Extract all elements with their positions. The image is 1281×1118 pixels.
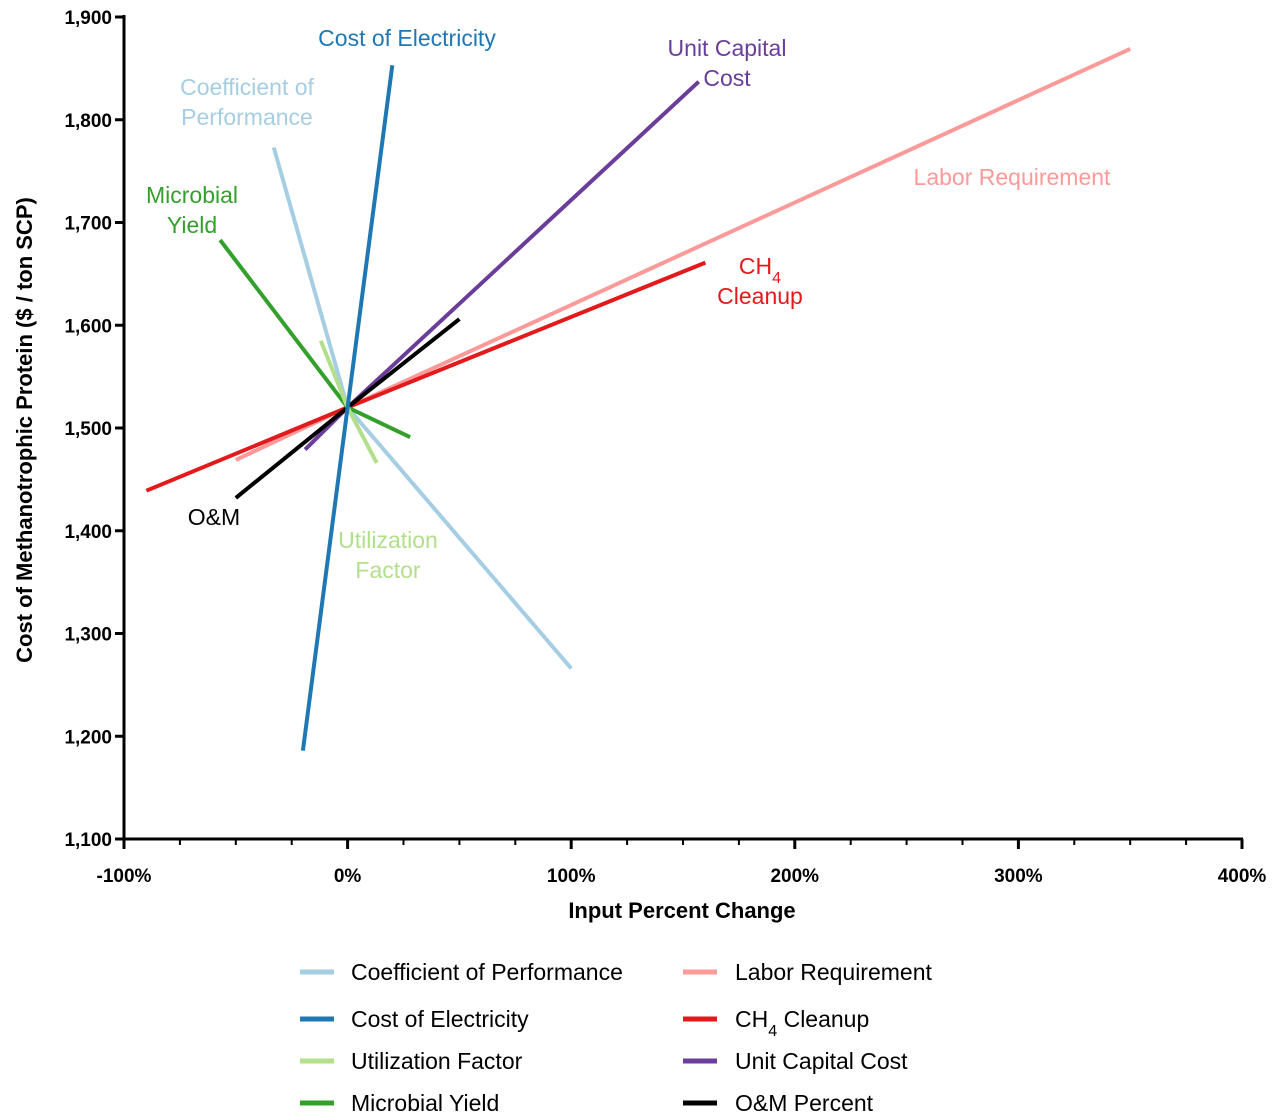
x-tick-label: 300% (994, 866, 1043, 887)
legend: Coefficient of Performance Cost of Electr… (300, 959, 933, 1116)
series-annotation-microbial-yield: Microbial (146, 182, 238, 208)
series-annotation-utilization-factor: Factor (355, 557, 421, 583)
y-axis-title: Cost of Methanotrophic Protein ($ / ton … (12, 197, 37, 663)
series-line-ch4-cleanup (145, 260, 707, 493)
series-annotation-unit-capital-cost: Cost (703, 65, 751, 91)
legend-label-microbial-yield: Microbial Yield (351, 1090, 499, 1116)
y-tick-label: 1,300 (64, 625, 112, 646)
series-annotation-utilization-factor: Utilization (338, 527, 438, 553)
x-axis-title: Input Percent Change (568, 898, 795, 923)
axes: 1,100 1,200 1,300 1,400 1,500 1,600 1,700 1,800… (64, 8, 1266, 887)
y-tick-label: 1,800 (64, 111, 112, 132)
x-tick-label: 400% (1218, 866, 1267, 887)
legend-label-o-m-percent: O&M Percent (735, 1090, 874, 1116)
legend-label-coefficient-of-performance: Coefficient of Performance (351, 959, 623, 985)
y-tick-label: 1,200 (64, 727, 112, 748)
series-annotations: Coefficient of Performance Cost of Electri… (146, 25, 1111, 583)
x-tick-label: 200% (770, 866, 819, 887)
y-tick-label: 1,100 (64, 830, 112, 851)
series-annotation-cost-of-electricity: Cost of Electricity (318, 25, 496, 51)
legend-label-unit-capital-cost: Unit Capital Cost (735, 1048, 908, 1074)
series-annotation-o-m-percent: O&M (188, 504, 240, 530)
x-tick-label: 0% (334, 866, 362, 887)
x-tick-label: -100% (97, 866, 152, 887)
legend-label-ch4-cleanup: CH4 Cleanup (735, 1006, 869, 1040)
y-tick-label: 1,600 (64, 316, 112, 337)
series-annotation-ch4-cleanup: Cleanup (717, 283, 803, 309)
series-annotation-labor-requirement: Labor Requirement (914, 164, 1112, 190)
y-tick-label: 1,400 (64, 522, 112, 543)
y-tick-label: 1,900 (64, 8, 112, 29)
legend-label-cost-of-electricity: Cost of Electricity (351, 1006, 529, 1032)
x-tick-label: 100% (547, 866, 596, 887)
series-line-cost-of-electricity (300, 65, 395, 751)
y-tick-label: 1,500 (64, 419, 112, 440)
series-line-coefficient-of-performance (271, 146, 573, 670)
legend-label-utilization-factor: Utilization Factor (351, 1048, 523, 1074)
series-annotation-ch4-cleanup: CH4 (739, 253, 781, 287)
series-lines (145, 47, 1132, 751)
series-line-microbial-yield (218, 238, 412, 440)
legend-label-labor-requirement: Labor Requirement (735, 959, 933, 985)
series-annotation-unit-capital-cost: Unit Capital (668, 35, 787, 61)
series-annotation-coefficient-of-performance: Coefficient of (180, 74, 314, 100)
series-annotation-microbial-yield: Yield (167, 212, 217, 238)
series-annotation-coefficient-of-performance: Performance (181, 104, 313, 130)
y-tick-label: 1,700 (64, 214, 112, 235)
